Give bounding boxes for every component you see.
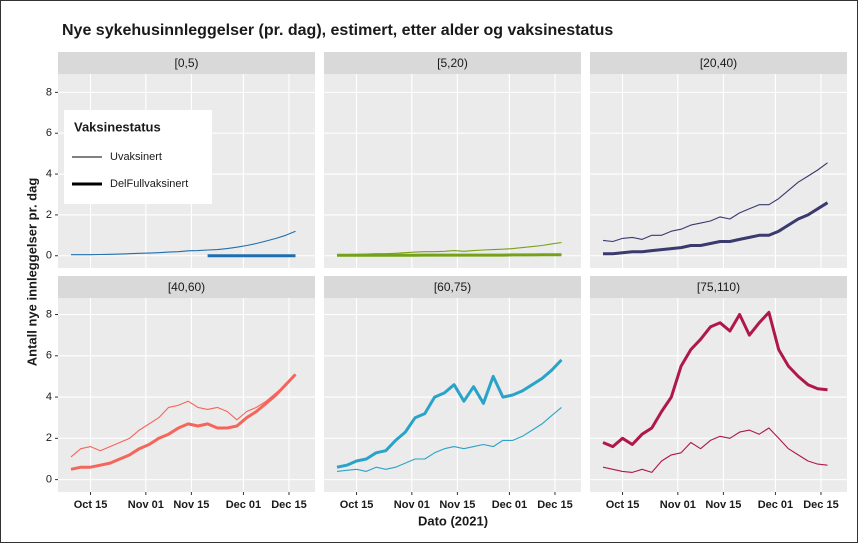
strip <box>324 276 581 298</box>
y-tick-label: 8 <box>46 308 52 320</box>
y-tick-label: 2 <box>46 432 52 444</box>
series-line <box>602 427 828 473</box>
series-line <box>71 230 296 256</box>
x-tick-label: Dec 15 <box>271 499 306 511</box>
chart-title: Nye sykehusinnleggelser (pr. dag), estim… <box>62 22 613 39</box>
x-tick-label: Nov 01 <box>128 499 164 511</box>
strip <box>590 276 847 298</box>
x-tick-label: Oct 15 <box>74 499 108 511</box>
series-line <box>337 253 562 257</box>
y-tick-label: 2 <box>46 209 52 221</box>
strip-label: [75,110) <box>697 280 740 294</box>
series-line <box>603 201 829 256</box>
y-tick-label: 4 <box>46 168 52 180</box>
y-tick-label: 4 <box>46 391 52 403</box>
panel-background <box>590 298 847 492</box>
series-line <box>336 358 563 469</box>
legend-title: Vaksinestatus <box>74 119 161 134</box>
strip-label: [20,40) <box>700 56 737 70</box>
y-axis-label: Antall nye innleggelser pr. dag <box>24 178 39 367</box>
series-line <box>602 162 828 243</box>
strip-label: [5,20) <box>437 56 468 70</box>
strip <box>324 52 581 74</box>
x-tick-label: Dec 01 <box>226 499 261 511</box>
x-tick-label: Oct 15 <box>606 499 640 511</box>
panel-background <box>324 298 581 492</box>
x-tick-label: Nov 01 <box>394 499 430 511</box>
y-tick-label: 0 <box>46 250 52 262</box>
x-tick-label: Nov 15 <box>705 499 741 511</box>
y-tick-label: 8 <box>46 86 52 98</box>
series-line <box>336 241 562 256</box>
strip <box>58 276 315 298</box>
series-line <box>70 374 296 458</box>
strip-label: [0,5) <box>174 56 198 70</box>
y-tick-label: 6 <box>46 127 52 139</box>
panel-background <box>590 74 847 268</box>
panel-background <box>324 74 581 268</box>
legend-label: DelFullvaksinert <box>110 178 188 190</box>
y-tick-label: 0 <box>46 474 52 486</box>
strip <box>58 52 315 74</box>
x-tick-label: Dec 15 <box>537 499 572 511</box>
strip-label: [60,75) <box>434 280 471 294</box>
series-line <box>70 373 297 471</box>
series-line <box>602 310 828 449</box>
x-axis-label: Dato (2021) <box>418 513 488 528</box>
x-tick-label: Nov 15 <box>439 499 475 511</box>
x-tick-label: Dec 15 <box>803 499 838 511</box>
strip <box>590 52 847 74</box>
legend-label: Uvaksinert <box>110 151 162 163</box>
strip-label: [40,60) <box>168 280 205 294</box>
y-tick-label: 6 <box>46 350 52 362</box>
x-tick-label: Dec 01 <box>492 499 527 511</box>
x-tick-label: Oct 15 <box>340 499 374 511</box>
panel-background <box>58 298 315 492</box>
x-tick-label: Nov 15 <box>173 499 209 511</box>
series-line <box>336 406 562 472</box>
x-tick-label: Dec 01 <box>758 499 793 511</box>
x-tick-label: Nov 01 <box>660 499 696 511</box>
